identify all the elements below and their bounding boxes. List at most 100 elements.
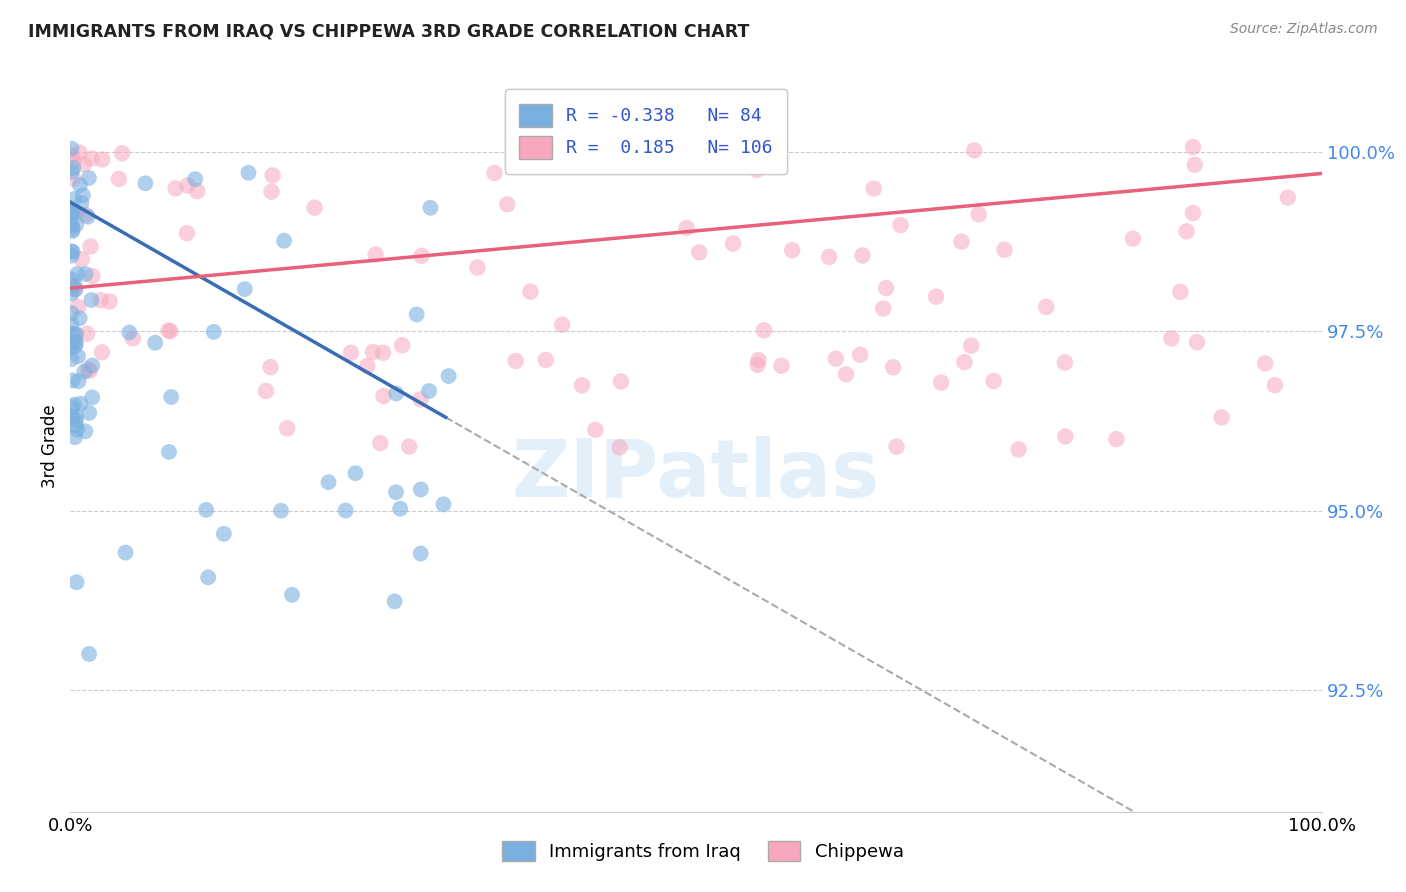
Point xyxy=(76,326,98,341)
Point xyxy=(160,390,183,404)
Point xyxy=(419,201,441,215)
Point xyxy=(925,290,948,304)
Point xyxy=(67,374,90,388)
Point xyxy=(79,364,101,378)
Point xyxy=(411,249,433,263)
Point xyxy=(90,293,112,308)
Point xyxy=(63,282,86,296)
Point xyxy=(318,475,340,490)
Point xyxy=(159,324,181,338)
Point xyxy=(60,219,83,234)
Point xyxy=(344,466,367,480)
Point xyxy=(571,378,593,392)
Point xyxy=(60,208,83,222)
Point xyxy=(835,368,858,382)
Point xyxy=(60,318,83,332)
Point xyxy=(60,400,83,414)
Point xyxy=(340,345,363,359)
Point xyxy=(953,355,976,369)
Point xyxy=(1160,331,1182,345)
Point xyxy=(551,318,574,332)
Point xyxy=(882,360,904,375)
Point xyxy=(824,351,846,366)
Point xyxy=(212,526,235,541)
Point xyxy=(1053,355,1076,369)
Point xyxy=(176,226,198,240)
Point xyxy=(849,348,872,362)
Point xyxy=(276,421,298,435)
Point xyxy=(98,294,121,309)
Text: Source: ZipAtlas.com: Source: ZipAtlas.com xyxy=(1230,22,1378,37)
Point xyxy=(384,594,406,608)
Text: IMMIGRANTS FROM IRAQ VS CHIPPEWA 3RD GRADE CORRELATION CHART: IMMIGRANTS FROM IRAQ VS CHIPPEWA 3RD GRA… xyxy=(28,22,749,40)
Point xyxy=(72,188,94,202)
Point xyxy=(63,339,86,353)
Point xyxy=(65,418,87,433)
Point xyxy=(304,201,326,215)
Point xyxy=(364,247,387,261)
Point xyxy=(62,161,84,175)
Point xyxy=(143,335,166,350)
Point xyxy=(69,178,91,192)
Point xyxy=(60,286,83,301)
Point xyxy=(66,206,89,220)
Point xyxy=(70,252,93,267)
Point xyxy=(195,503,218,517)
Point xyxy=(385,386,408,401)
Point xyxy=(63,278,86,293)
Point xyxy=(60,306,83,320)
Point xyxy=(75,267,97,281)
Point xyxy=(79,239,101,253)
Point xyxy=(77,362,100,376)
Point xyxy=(60,336,83,351)
Point xyxy=(60,272,83,286)
Point xyxy=(62,222,84,236)
Point xyxy=(114,546,136,560)
Point xyxy=(745,163,768,178)
Point xyxy=(1054,429,1077,443)
Point xyxy=(69,311,91,326)
Point xyxy=(373,389,395,403)
Point xyxy=(273,234,295,248)
Point xyxy=(118,326,141,340)
Point xyxy=(60,142,83,156)
Point xyxy=(260,185,283,199)
Point xyxy=(748,353,770,368)
Point xyxy=(66,423,89,437)
Point xyxy=(862,181,884,195)
Point xyxy=(197,570,219,584)
Point xyxy=(385,485,408,500)
Point xyxy=(82,268,104,283)
Point xyxy=(60,409,83,424)
Legend: R = -0.338   N= 84, R =  0.185   N= 106: R = -0.338 N= 84, R = 0.185 N= 106 xyxy=(505,89,787,174)
Point xyxy=(63,154,86,169)
Point xyxy=(60,244,83,259)
Point xyxy=(176,178,198,193)
Point xyxy=(60,205,83,219)
Point xyxy=(872,301,894,316)
Point xyxy=(202,325,225,339)
Point xyxy=(65,326,87,341)
Point xyxy=(66,349,89,363)
Point xyxy=(398,440,420,454)
Point xyxy=(1175,224,1198,238)
Point xyxy=(484,166,506,180)
Point xyxy=(983,374,1005,388)
Point xyxy=(62,410,84,425)
Point xyxy=(82,391,104,405)
Point xyxy=(335,503,357,517)
Point xyxy=(60,148,83,162)
Point xyxy=(519,285,541,299)
Point xyxy=(75,425,97,439)
Point xyxy=(65,218,87,232)
Point xyxy=(63,205,86,219)
Point xyxy=(77,406,100,420)
Point xyxy=(1185,335,1208,350)
Point xyxy=(371,345,394,359)
Point xyxy=(960,338,983,352)
Point xyxy=(1122,232,1144,246)
Point xyxy=(77,171,100,186)
Point xyxy=(409,392,432,407)
Point xyxy=(356,359,378,373)
Point xyxy=(1105,432,1128,446)
